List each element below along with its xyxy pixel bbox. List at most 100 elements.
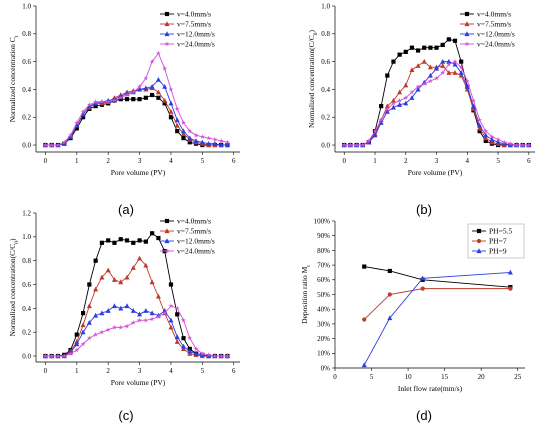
- data-point: [452, 61, 458, 67]
- data-point: [193, 132, 199, 138]
- legend-marker: [164, 228, 170, 234]
- y-tick-label: 70%: [317, 262, 330, 270]
- data-point: [124, 238, 130, 243]
- legend-marker: [164, 11, 170, 17]
- legend: v=4.0mm/sv=7.5mm/sv=12.0mm/sv=24.0mm/s: [160, 10, 215, 49]
- data-point: [403, 82, 409, 88]
- data-point: [387, 292, 392, 297]
- legend-label: v=7.5mm/s: [477, 20, 511, 29]
- data-point: [446, 37, 451, 42]
- data-point: [508, 286, 513, 291]
- data-point: [150, 231, 155, 236]
- data-point: [440, 70, 446, 75]
- data-point: [458, 64, 464, 70]
- data-point: [440, 63, 446, 68]
- y-tick-label: 100%: [314, 217, 331, 225]
- data-point: [218, 142, 224, 148]
- series-line: [45, 52, 228, 146]
- data-point: [156, 95, 161, 100]
- y-tick-label: 60%: [317, 276, 330, 284]
- data-point: [187, 335, 193, 341]
- data-point: [124, 274, 130, 280]
- data-point: [384, 108, 390, 114]
- x-tick-label: 4: [169, 157, 173, 165]
- data-point: [93, 312, 99, 318]
- data-point: [155, 293, 161, 299]
- panel-label: (b): [416, 202, 432, 217]
- legend-label: v=7.5mm/s: [177, 227, 211, 236]
- data-point: [477, 129, 482, 134]
- chart-panel-3: 0 1 2 3 4 5 6 0.0 0.2 0.4 0.6 0.8 1.0 1.2 Pore volume …: [8, 209, 240, 423]
- data-point: [477, 122, 483, 128]
- data-point: [86, 319, 92, 325]
- data-point: [224, 353, 231, 359]
- data-point: [93, 331, 99, 337]
- data-point: [49, 142, 55, 148]
- y-tick-label: 0.6: [22, 58, 31, 66]
- series-2: [362, 286, 513, 322]
- y-axis-title: Normalized concentration Ct: [8, 35, 20, 122]
- data-point: [470, 103, 476, 109]
- data-point: [143, 239, 148, 244]
- data-point: [513, 142, 520, 148]
- data-point: [168, 282, 174, 287]
- series-line: [45, 94, 228, 146]
- x-tick-label: 1: [75, 157, 79, 165]
- data-point: [483, 128, 489, 134]
- series-4: [42, 303, 231, 359]
- x-tick-label: 2: [404, 157, 408, 165]
- data-point: [434, 65, 440, 71]
- data-point: [93, 104, 98, 109]
- y-tick-label: 10%: [317, 350, 330, 358]
- data-point: [55, 142, 61, 148]
- data-point: [193, 350, 199, 356]
- data-point: [130, 89, 136, 95]
- data-point: [137, 311, 143, 317]
- data-point: [212, 353, 218, 359]
- data-point: [168, 324, 174, 330]
- series-line: [344, 61, 529, 146]
- series-line: [364, 266, 511, 288]
- data-point: [74, 126, 79, 131]
- data-point: [427, 64, 433, 70]
- data-point: [74, 332, 79, 337]
- data-point: [131, 240, 136, 245]
- data-point: [80, 108, 86, 114]
- x-tick-label: 10: [405, 373, 413, 381]
- x-tick-label: 5: [370, 373, 374, 381]
- data-point: [489, 136, 495, 142]
- series-3: [42, 76, 230, 148]
- data-point: [422, 45, 427, 50]
- y-tick-label: 0.2: [22, 114, 31, 122]
- data-point: [86, 335, 92, 341]
- y-tick-label: 0.8: [321, 30, 330, 38]
- data-point: [409, 95, 415, 100]
- data-point: [168, 303, 174, 309]
- data-point: [99, 310, 105, 316]
- data-point: [224, 142, 230, 148]
- data-point: [61, 353, 67, 359]
- y-tick-label: 40%: [317, 306, 330, 314]
- y-tick-label: 0.0: [22, 141, 31, 149]
- y-tick-label: 20%: [317, 335, 330, 343]
- data-point: [118, 279, 124, 285]
- data-point: [206, 135, 212, 141]
- series-3: [361, 269, 513, 368]
- data-point: [452, 58, 458, 64]
- legend: v=4.0mm/sv=7.5mm/sv=12.0mm/sv=24.0mm/s: [460, 10, 515, 49]
- data-point: [187, 135, 193, 141]
- data-point: [149, 83, 155, 89]
- data-point: [87, 282, 92, 287]
- data-point: [390, 97, 396, 103]
- series-line: [363, 272, 511, 366]
- data-point: [193, 346, 199, 352]
- legend-marker: [164, 21, 170, 27]
- legend-marker: [476, 248, 482, 254]
- data-point: [489, 139, 495, 145]
- legend-marker: [464, 21, 470, 27]
- series-line: [45, 257, 228, 357]
- data-point: [483, 138, 488, 143]
- x-axis-title: Pore volume (PV): [111, 168, 166, 177]
- legend-label: v=12.0mm/s: [177, 30, 215, 39]
